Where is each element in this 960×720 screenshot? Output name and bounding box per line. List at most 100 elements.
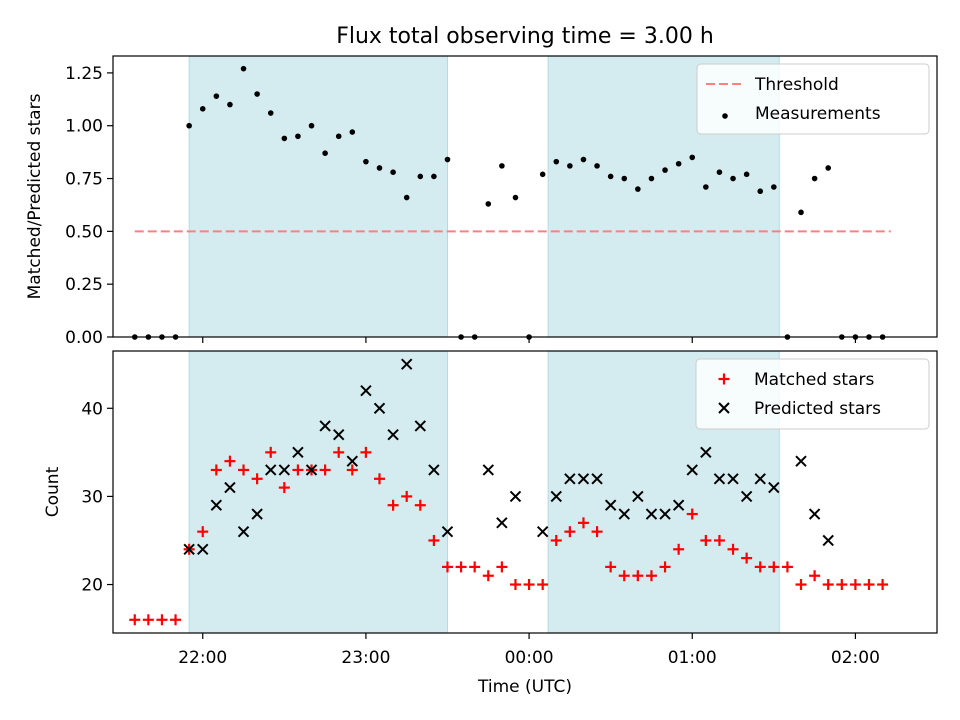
y-axis-label: Count xyxy=(43,466,63,517)
predicted-star-point xyxy=(591,473,603,485)
matched-star-point xyxy=(741,552,753,564)
predicted-star-point xyxy=(550,490,562,503)
y-tick-label: 0.50 xyxy=(65,222,103,242)
predicted-star-point xyxy=(727,473,739,485)
predicted-star-point xyxy=(210,499,223,511)
predicted-star-mark xyxy=(305,464,318,476)
predicted-star-mark xyxy=(224,481,236,494)
matched-star-point xyxy=(673,543,685,555)
matched-star-point xyxy=(632,570,644,582)
predicted-star-mark xyxy=(210,499,223,511)
matched-star-point xyxy=(822,579,834,591)
predicted-star-point xyxy=(536,525,549,538)
measurement-point xyxy=(567,163,573,169)
measurement-point xyxy=(771,184,777,190)
predicted-star-mark xyxy=(346,455,359,467)
predicted-star-mark xyxy=(591,473,603,485)
predicted-star-mark xyxy=(618,508,630,520)
legend-label: Threshold xyxy=(754,75,839,95)
measurement-point xyxy=(730,175,736,182)
predicted-star-point xyxy=(183,543,195,555)
predicted-star-point xyxy=(400,358,413,370)
matched-star-point xyxy=(564,526,576,538)
measurement-point xyxy=(798,209,804,216)
matched-star-point xyxy=(727,543,739,555)
legend-label: Measurements xyxy=(755,104,881,124)
measurement-point xyxy=(444,156,451,163)
x-tick-label: 01:00 xyxy=(668,648,717,668)
measurement-point xyxy=(267,110,274,116)
matched-star-point xyxy=(550,534,562,546)
matched-star-point xyxy=(346,464,358,476)
matched-star-point xyxy=(319,464,331,476)
matched-star-point xyxy=(686,508,698,520)
predicted-star-point xyxy=(713,473,726,485)
matched-star-point xyxy=(836,579,848,591)
predicted-star-point xyxy=(305,464,318,476)
measurement-point xyxy=(716,169,723,176)
matched-star-point xyxy=(863,579,875,591)
matched-star-point xyxy=(156,614,168,626)
predicted-star-mark xyxy=(265,464,277,476)
predicted-star-mark xyxy=(360,384,372,397)
y-tick-label: 40 xyxy=(81,399,103,419)
measurement-point xyxy=(322,150,328,156)
predicted-star-point xyxy=(265,464,277,476)
measurement-point xyxy=(499,163,505,169)
measurement-point xyxy=(594,163,600,169)
top-panel: 0.00 0.25 0.50 0.75 1.00 1.25 Matched/Predicte… xyxy=(25,55,938,348)
matched-star-point xyxy=(754,561,766,573)
measurement-point xyxy=(281,135,288,142)
matched-star-point xyxy=(238,464,250,476)
predicted-star-mark xyxy=(577,473,590,485)
predicted-star-mark xyxy=(333,429,345,441)
predicted-star-point xyxy=(292,446,304,459)
legend-measurement-key xyxy=(722,113,728,119)
predicted-star-mark xyxy=(754,473,766,485)
measurement-point xyxy=(213,93,220,99)
predicted-star-point xyxy=(319,420,331,432)
predicted-star-mark xyxy=(278,464,291,476)
legend: Threshold Measurements xyxy=(696,63,930,135)
plot-frame xyxy=(112,55,938,338)
measurement-point xyxy=(431,173,437,180)
legend-box xyxy=(696,63,930,135)
predicted-star-point xyxy=(496,517,508,529)
measurement-point xyxy=(403,194,410,201)
predicted-star-mark xyxy=(441,525,454,538)
matched-star-point xyxy=(768,561,780,573)
measurement-point xyxy=(648,175,655,182)
predicted-star-mark xyxy=(713,473,726,485)
predicted-star-point xyxy=(659,508,671,520)
predicted-star-mark xyxy=(428,464,440,476)
matched-star-point xyxy=(387,499,399,511)
predicted-star-point xyxy=(333,429,345,441)
predicted-star-point xyxy=(251,508,263,520)
predicted-star-point xyxy=(414,420,427,432)
matched-star-point xyxy=(142,614,154,626)
predicted-star-mark xyxy=(482,464,494,476)
matched-star-point xyxy=(292,464,304,476)
predicted-star-point xyxy=(224,481,236,494)
measurement-point xyxy=(199,106,206,112)
predicted-star-mark xyxy=(795,455,807,467)
legend: Matched stars Predicted stars xyxy=(695,358,930,430)
matched-star-point xyxy=(605,561,617,573)
predicted-star-point xyxy=(197,543,209,555)
predicted-star-mark xyxy=(183,543,195,555)
measurement-point xyxy=(349,129,356,135)
matched-star-point xyxy=(537,579,549,591)
measurement-point xyxy=(485,201,492,207)
predicted-star-mark xyxy=(768,481,780,494)
predicted-star-point xyxy=(645,508,658,520)
x-axis-label: Time (UTC) xyxy=(477,677,572,697)
predicted-star-mark xyxy=(822,534,834,547)
legend-predicted-key xyxy=(718,402,730,414)
measurement-point xyxy=(363,158,369,165)
predicted-star-point xyxy=(441,525,454,538)
predicted-star-point xyxy=(808,508,821,520)
predicted-star-point xyxy=(632,490,644,503)
measurement-point xyxy=(743,171,750,178)
predicted-star-point xyxy=(278,464,291,476)
matched-star-point xyxy=(577,517,589,529)
